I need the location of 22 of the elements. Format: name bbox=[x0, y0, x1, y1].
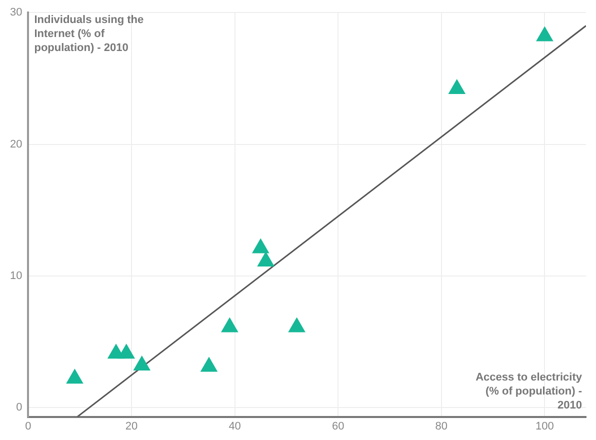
x-tick-label: 20 bbox=[125, 420, 138, 432]
point bbox=[200, 357, 218, 372]
point bbox=[134, 356, 150, 370]
y-tick-label: 0 bbox=[16, 402, 22, 414]
y-axis-title: Individuals using the Internet (% of population) - 2010 bbox=[34, 14, 144, 54]
point bbox=[288, 318, 306, 332]
x-tick-label: 100 bbox=[536, 420, 554, 432]
y-tick-label: 20 bbox=[10, 138, 22, 150]
x-tick-label: 0 bbox=[25, 420, 32, 432]
x-tick-label: 80 bbox=[435, 420, 448, 432]
point bbox=[66, 369, 84, 384]
point bbox=[118, 344, 135, 359]
y-tick-label: 10 bbox=[10, 270, 22, 282]
y-tick-label: 30 bbox=[10, 6, 22, 19]
x-tick-label: 40 bbox=[228, 420, 241, 432]
point bbox=[258, 252, 274, 266]
point bbox=[536, 26, 553, 42]
point bbox=[448, 79, 466, 94]
point bbox=[221, 318, 238, 332]
point bbox=[252, 238, 269, 254]
x-tick-label: 60 bbox=[332, 420, 344, 432]
x-axis-title: Access to electricity (% of population) - 2010 bbox=[476, 371, 583, 412]
